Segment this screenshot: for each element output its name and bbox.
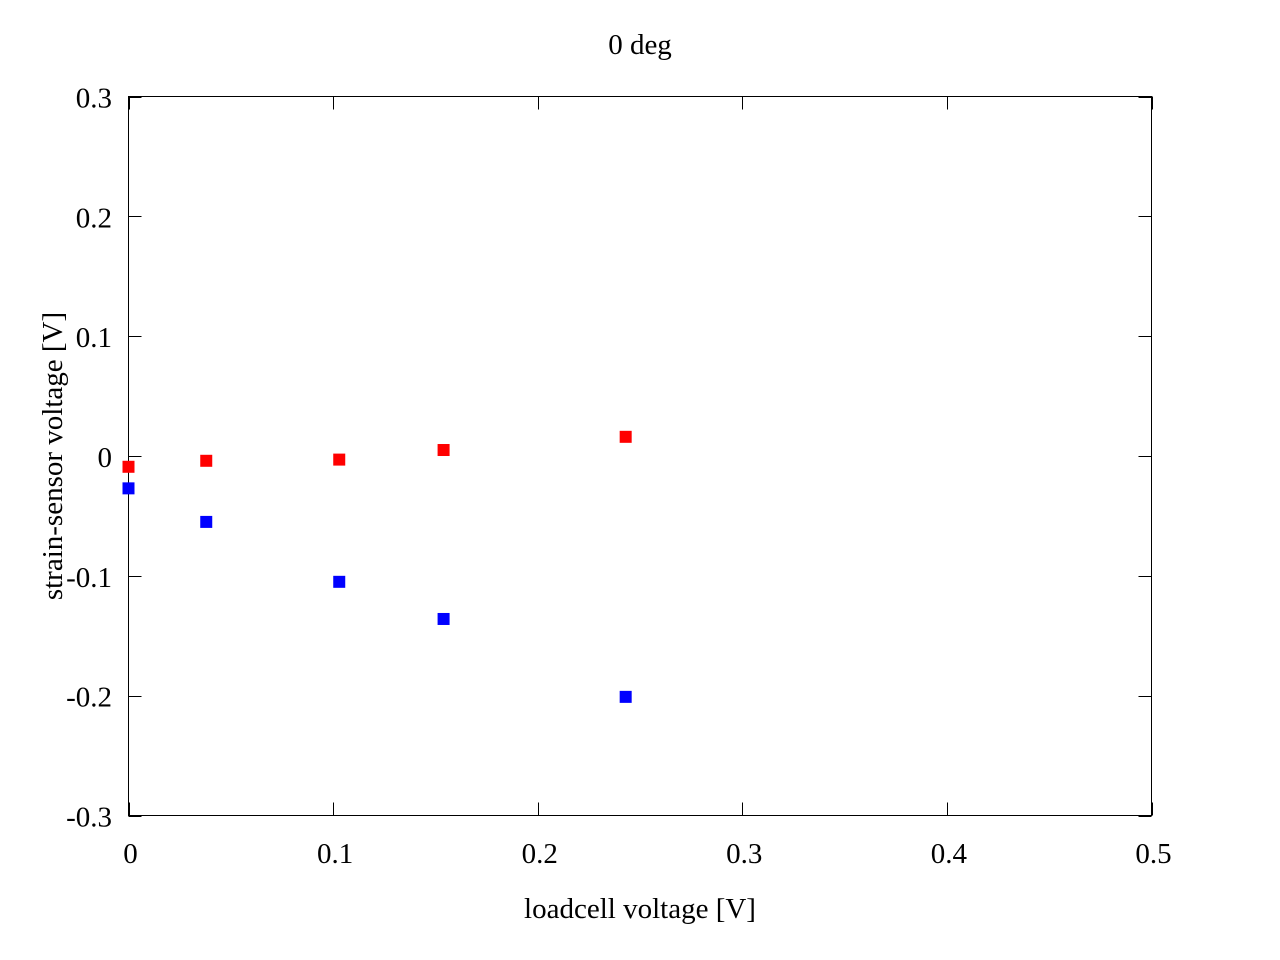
series-1-point <box>333 453 346 466</box>
y-tick-label: 0.3 <box>76 83 112 115</box>
plot-frame <box>128 96 1152 816</box>
x-tick-label: 0.4 <box>931 838 968 870</box>
series-2-point <box>437 612 450 625</box>
y-tick-label: -0.3 <box>66 802 112 834</box>
y-tick-label: -0.1 <box>66 562 112 594</box>
x-tick-label: 0.1 <box>317 838 353 870</box>
x-tick-label: 0 <box>123 838 138 870</box>
series-1-point <box>122 460 135 473</box>
y-tick-label: 0.1 <box>76 322 112 354</box>
x-tick-label: 0.2 <box>522 838 558 870</box>
series-2-point <box>122 482 135 495</box>
series-2-point <box>200 515 213 528</box>
y-tick-label: -0.2 <box>66 682 112 714</box>
data-points <box>122 430 632 703</box>
series-2-point <box>619 690 632 703</box>
y-axis-label: strain-sensor voltage [V] <box>37 312 69 600</box>
x-axis-label: loadcell voltage [V] <box>524 893 756 925</box>
series-1-point <box>619 430 632 443</box>
x-tick-label: 0.3 <box>726 838 762 870</box>
y-tick-label: 0 <box>98 442 113 474</box>
chart-title: 0 deg <box>608 29 672 61</box>
axis-ticks <box>128 96 1153 817</box>
series-1-point <box>437 444 450 457</box>
x-tick-label: 0.5 <box>1135 838 1171 870</box>
series-1-point <box>200 454 213 467</box>
tick-labels: 0 0.1 0.2 0.3 0.4 0.5 -0.3 -0.2 -0.1 0 0.1 0.2 0.3 <box>66 83 1172 871</box>
y-tick-label: 0.2 <box>76 202 112 234</box>
series-2-point <box>333 575 346 588</box>
